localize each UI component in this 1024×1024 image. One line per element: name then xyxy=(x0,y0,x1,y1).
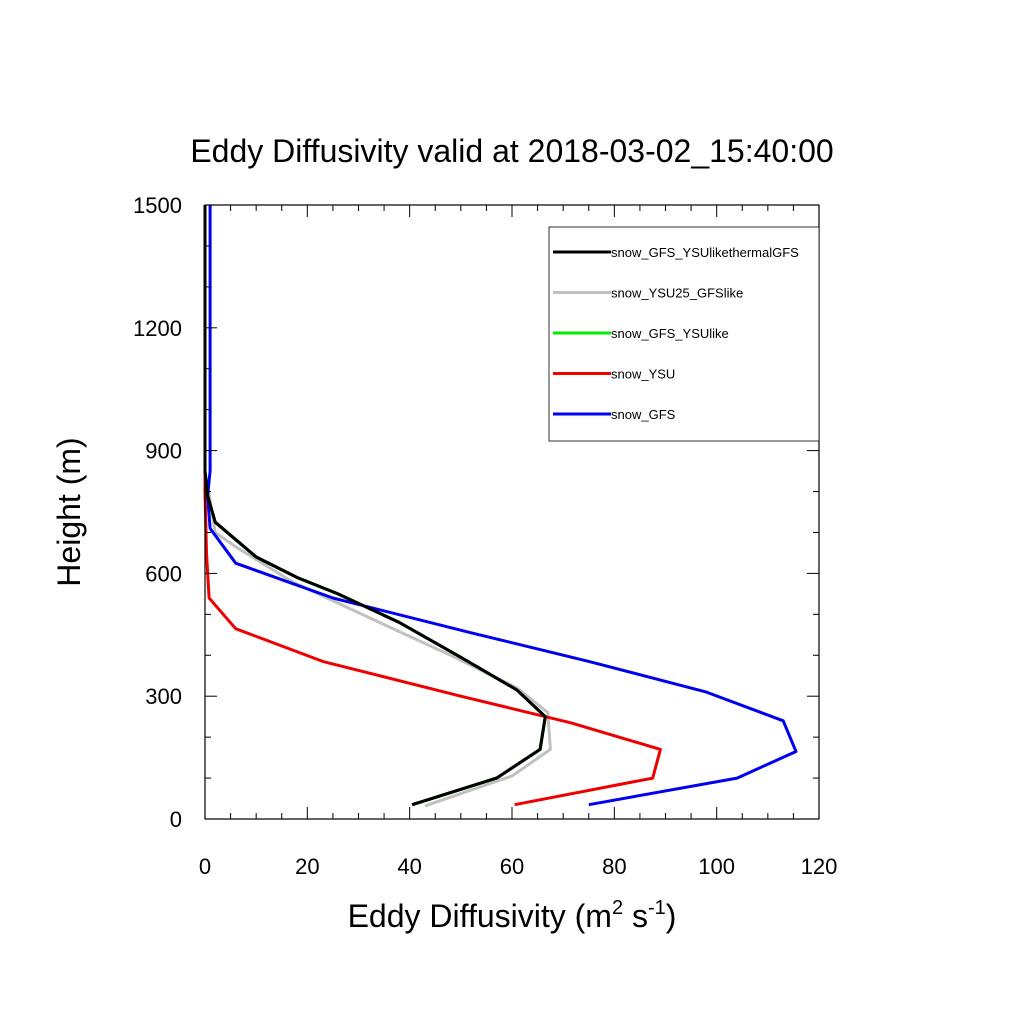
x-axis-title-sup1: 2 xyxy=(612,897,623,919)
legend-label-snow_GFS_YSUlikethermalGFS: snow_GFS_YSUlikethermalGFS xyxy=(611,245,799,260)
x-axis-title-mid: s xyxy=(623,898,648,934)
x-tick-label: 40 xyxy=(397,854,421,879)
x-axis-title-sup2: -1 xyxy=(648,897,666,919)
legend-label-snow_GFS: snow_GFS xyxy=(611,407,676,422)
series-line-snow_GFS_YSUlike xyxy=(203,205,547,807)
x-tick-label: 100 xyxy=(698,854,735,879)
legend: snow_GFS_YSUlikethermalGFS snow_YSU25_GFS… xyxy=(548,226,820,442)
x-tick-label: 0 xyxy=(199,854,211,879)
x-tick-label: 20 xyxy=(295,854,319,879)
x-axis-title-main: Eddy Diffusivity (m xyxy=(348,898,612,934)
y-tick-label: 600 xyxy=(145,561,182,586)
x-tick-label: 60 xyxy=(500,854,524,879)
y-tick-label: 1500 xyxy=(133,193,182,218)
x-axis-title-end: ) xyxy=(666,898,677,934)
x-tick-label: 120 xyxy=(801,854,838,879)
plot-frame xyxy=(204,204,820,820)
x-tick-label: 80 xyxy=(602,854,626,879)
y-tick-label: 300 xyxy=(145,684,182,709)
y-tick-label: 1200 xyxy=(133,316,182,341)
legend-label-snow_GFS_YSUlike: snow_GFS_YSUlike xyxy=(611,326,729,341)
series-line-snow_YSU25_GFSlike xyxy=(203,205,552,808)
legend-label-snow_YSU25_GFSlike: snow_YSU25_GFSlike xyxy=(611,286,743,301)
legend-label-snow_YSU: snow_YSU xyxy=(611,367,675,382)
y-axis-title: Height (m) xyxy=(51,437,87,586)
series-line-overlay-snow_GFS_YSUlikethermalGFS xyxy=(203,205,547,807)
series-line-snow_GFS_YSUlikethermalGFS xyxy=(203,205,547,807)
plot-lines xyxy=(203,205,798,808)
x-axis-title: Eddy Diffusivity (m2 s-1) xyxy=(348,897,677,934)
chart-title: Eddy Diffusivity valid at 2018-03-02_15:… xyxy=(190,133,833,169)
y-tick-label: 0 xyxy=(170,807,182,832)
y-tick-label: 900 xyxy=(145,439,182,464)
